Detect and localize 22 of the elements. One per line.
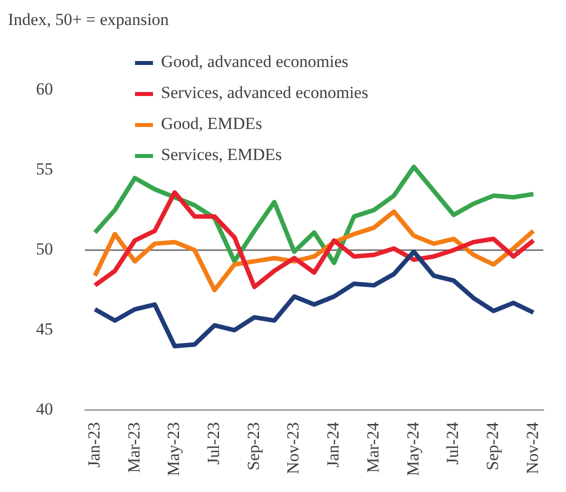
- legend-label: Good, advanced economies: [161, 52, 348, 71]
- x-tick-label: May-23: [164, 422, 184, 476]
- y-tick-label: 45: [36, 320, 53, 339]
- x-tick-label: Sep-24: [482, 422, 502, 470]
- legend-label: Good, EMDEs: [161, 114, 262, 133]
- x-tick-label: Sep-23: [244, 422, 263, 470]
- y-tick-label: 60: [36, 79, 53, 98]
- x-tick-label: Jul-24: [443, 422, 462, 465]
- x-tick-label: Nov-23: [284, 422, 303, 474]
- x-tick-label: Nov-24: [522, 422, 542, 474]
- y-tick-label: 40: [36, 400, 53, 419]
- x-tick-label: Jan-23: [84, 422, 104, 468]
- y-tick-label: 55: [36, 160, 53, 179]
- x-tick-label: Jan-24: [324, 422, 343, 468]
- x-tick-label: Mar-24: [363, 422, 382, 473]
- x-tick-label: Mar-23: [124, 422, 144, 473]
- y-tick-label: 50: [36, 240, 53, 259]
- legend-label: Services, advanced economies: [161, 83, 368, 102]
- x-tick-label: Jul-23: [204, 422, 223, 465]
- x-tick-label: May-24: [403, 422, 422, 476]
- y-axis-title: Index, 50+ = expansion: [8, 10, 169, 30]
- legend-label: Services, EMDEs: [161, 145, 282, 164]
